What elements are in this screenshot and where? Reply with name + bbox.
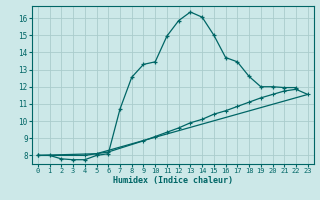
X-axis label: Humidex (Indice chaleur): Humidex (Indice chaleur): [113, 176, 233, 185]
